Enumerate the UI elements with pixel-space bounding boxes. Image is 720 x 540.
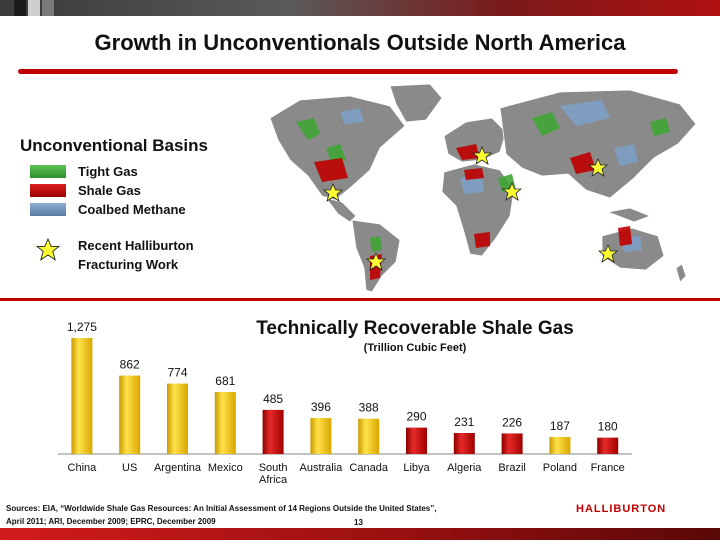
bar (453, 432, 475, 454)
star-icon (36, 238, 60, 261)
sources-line: Sources: EIA, “Worldwide Shale Gas Resou… (6, 504, 437, 513)
legend-item-coalbed-methane: Coalbed Methane (30, 200, 186, 218)
bar (358, 418, 380, 454)
category-label: Argentina (154, 462, 202, 474)
category-label: Africa (259, 474, 288, 486)
category-label: Algeria (447, 462, 482, 474)
star-legend-label: Recent Halliburton Fracturing Work (78, 236, 238, 274)
legend-item-tight-gas: Tight Gas (30, 162, 138, 180)
bar-value-label: 774 (167, 366, 187, 380)
shale-gas-region (456, 144, 480, 160)
category-label: Poland (543, 462, 577, 474)
coalbed-methane-swatch (30, 202, 66, 216)
sources-note: Sources: EIA, “Worldwide Shale Gas Resou… (6, 502, 446, 528)
world-map (269, 83, 697, 293)
bar (310, 417, 332, 454)
tight-gas-region (532, 112, 560, 136)
tight-gas-swatch (30, 164, 66, 178)
bottom-banner-strip (0, 528, 720, 540)
bar (167, 383, 188, 454)
central-america-landmass (325, 197, 357, 223)
star-marker-icon (365, 251, 387, 271)
bar-value-label: 290 (406, 410, 426, 424)
shale-gas-bar-chart: 1,275 China 862 US 774 Argentina 681 Mexico 485 S… (58, 320, 632, 486)
category-label: US (122, 462, 137, 474)
category-label: South (259, 462, 288, 474)
bar-value-label: 862 (120, 358, 140, 372)
sources-line: April 2011; ARI, December 2009; EPRC, De… (6, 517, 216, 526)
category-label: Libya (403, 462, 430, 474)
bar (549, 436, 571, 454)
category-label: Australia (300, 462, 344, 474)
bar (119, 375, 141, 454)
bar-value-label: 485 (263, 392, 283, 406)
bar (597, 437, 619, 454)
shale-gas-region (474, 232, 490, 248)
coalbed-methane-region (614, 144, 638, 166)
indonesia-landmass (606, 207, 652, 223)
category-label: France (591, 462, 625, 474)
tight-gas-region (296, 118, 320, 140)
bar-value-label: 231 (454, 415, 474, 429)
halliburton-logo: HALLIBURTON (576, 503, 667, 515)
new-zealand-landmass (675, 263, 687, 283)
star-label-line: Fracturing Work (78, 257, 179, 272)
bar-value-label: 226 (502, 415, 522, 429)
star-marker-icon (501, 181, 523, 201)
title-underline (18, 69, 678, 74)
legend-item-label: Tight Gas (78, 163, 138, 179)
star-marker-icon (587, 157, 609, 177)
africa-landmass (441, 163, 515, 257)
page-number: 13 (354, 518, 363, 527)
bar (406, 427, 427, 454)
shale-gas-region (618, 226, 632, 246)
tight-gas-region (650, 118, 670, 136)
coalbed-methane-region (340, 108, 364, 124)
shale-gas-region (314, 158, 348, 182)
bar-value-label: 187 (550, 419, 570, 433)
chart-title: Technically Recoverable Shale Gas (256, 318, 574, 339)
bar-value-label: 681 (215, 374, 235, 388)
banner-block (42, 0, 54, 16)
bar-value-label: 388 (359, 401, 379, 415)
banner-block (14, 0, 26, 16)
bar (262, 409, 284, 454)
shale-gas-region (464, 168, 484, 180)
coalbed-methane-region (460, 176, 484, 194)
section-divider (0, 298, 720, 301)
category-label: China (68, 462, 98, 474)
star-marker-icon (471, 145, 493, 165)
bar-value-label: 180 (598, 420, 618, 434)
star-marker-icon (322, 182, 344, 202)
top-banner-strip (0, 0, 720, 16)
coalbed-methane-region (560, 100, 610, 126)
greenland-landmass (389, 83, 443, 123)
category-label: Brazil (498, 462, 526, 474)
legend-item-label: Coalbed Methane (78, 201, 186, 217)
tight-gas-region (370, 236, 382, 252)
slide-title: Growth in Unconventionals Outside North … (94, 30, 626, 55)
bar (501, 433, 523, 454)
star-marker-icon (597, 243, 619, 263)
legend-item-shale-gas: Shale Gas (30, 181, 141, 199)
legend-item-label: Shale Gas (78, 182, 141, 198)
bar-value-label: 1,275 (67, 320, 97, 334)
legend-title: Unconventional Basins (20, 136, 208, 155)
category-label: Mexico (208, 462, 243, 474)
shale-gas-region (570, 152, 596, 174)
star-label-line: Recent Halliburton (78, 238, 194, 253)
bar-value-label: 396 (311, 400, 331, 414)
category-label: Canada (349, 462, 388, 474)
bar (214, 392, 236, 454)
chart-subtitle: (Trillion Cubic Feet) (363, 342, 467, 354)
shale-gas-swatch (30, 183, 66, 197)
banner-block (28, 0, 40, 16)
bar (71, 338, 93, 454)
